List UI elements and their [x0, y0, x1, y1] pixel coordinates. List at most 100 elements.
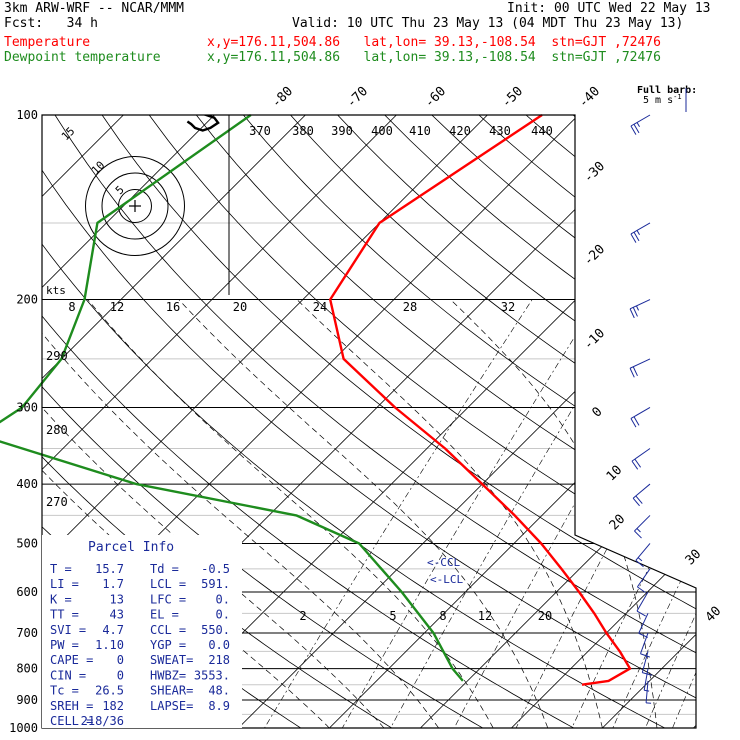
parcel-info-cell: 182 [102, 699, 124, 713]
moist-adiabat [296, 299, 603, 728]
theta-label: 430 [489, 124, 511, 138]
wind-barb-flag [635, 559, 644, 568]
wind-barb-staff [636, 568, 651, 588]
valid-time: Valid: 10 UTC Thu 23 May 13 (04 MDT Thu … [292, 16, 684, 31]
hodograph-ring-label: 5 [113, 183, 127, 197]
isotherm-label: 30 [683, 547, 705, 569]
pressure-tick-label: 800 [16, 662, 38, 676]
parcel-info-cell: CAPE = [50, 653, 93, 667]
wind-barb-staff [629, 358, 651, 369]
parcel-info-cell: 8.9 [208, 699, 230, 713]
wind-barbs [629, 114, 653, 704]
temperature-profile [329, 114, 632, 686]
theta-label: 390 [331, 124, 353, 138]
parcel-info-cell: 15.7 [95, 562, 124, 576]
wind-barb [630, 407, 651, 428]
dry-adiabat [148, 115, 696, 728]
isotherm-label: -10 [581, 326, 608, 353]
parcel-info-cell: CIN = [50, 668, 86, 682]
isotherm [511, 115, 696, 728]
hodograph-units-label: kts [46, 284, 66, 297]
dewpoint-station-info: x,y=176.11,504.86 lat,lon= 39.13,-108.54… [207, 50, 661, 65]
moist-adiabat [42, 299, 439, 728]
wind-barb-flag [640, 653, 651, 658]
mixing-ratio-label: 24 [313, 300, 327, 314]
mixing-ratio-line [716, 300, 740, 729]
mixing-ratio-label: 8 [439, 609, 446, 623]
wind-barb-flag [630, 233, 637, 243]
parcel-info-cell: SVI = [50, 623, 86, 637]
parcel-info-rows: T = 15.7 Td = -0.5 LI = 1.7 LCL = 591. K = 13 LFC … [50, 562, 230, 728]
parcel-info-cell: -0.5 [201, 562, 230, 576]
moist-adiabat [178, 299, 549, 728]
wind-barb-staff [645, 680, 649, 703]
theta-label: 400 [371, 124, 393, 138]
parcel-info-cell: K = [50, 592, 72, 606]
theta-label: 440 [531, 124, 553, 138]
wind-barb-flag [636, 528, 641, 533]
wind-barb-flag [630, 125, 637, 135]
wind-barb-flag [629, 308, 635, 319]
wind-barb [636, 568, 651, 594]
parcel-info-cell: CELL = [50, 714, 93, 728]
isotherm [42, 115, 306, 728]
wind-barb-flag [631, 460, 639, 470]
wind-barb-flag [633, 123, 640, 134]
wind-barb-staff [631, 448, 651, 462]
theta-label: 370 [249, 124, 271, 138]
isotherm-label: -60 [422, 84, 449, 111]
wind-barb [635, 543, 651, 568]
wind-barb-flag [629, 368, 635, 378]
mixing-ratio-label: 8 [68, 300, 75, 314]
lcl-marker: <-LCL [430, 573, 463, 586]
isotherm-label: 20 [607, 512, 629, 534]
parcel-info-cell: TT = [50, 608, 79, 622]
mixing-ratio-label: 16 [166, 300, 180, 314]
mixing-ratio-label: 12 [478, 609, 492, 623]
dry-adiabat [42, 115, 574, 728]
parcel-info-cell: 550. [201, 623, 230, 637]
pressure-tick-label: 900 [16, 693, 38, 707]
parcel-info-cell: YGP = [150, 638, 186, 652]
isotherm [238, 115, 696, 728]
ccl-marker: <-CCL [427, 556, 460, 569]
parcel-info-cell: 0 [117, 668, 124, 682]
wind-barb-flag [633, 231, 640, 242]
isotherm [42, 115, 397, 728]
isotherm [420, 115, 696, 728]
wind-barb [645, 680, 652, 704]
parcel-info-cell: 0.0 [208, 638, 230, 652]
wind-barb-flag [634, 530, 642, 539]
parcel-info-cell: LI = [50, 577, 79, 591]
full-barb-units: 5 m s-1 [643, 93, 682, 106]
theta-label: 380 [292, 124, 314, 138]
wind-barb [631, 448, 651, 470]
hodograph-inset: 5 10 15 [59, 115, 220, 256]
level-annotations: <-CCL <-LCL [427, 556, 463, 586]
dry-adiabat [54, 115, 696, 728]
moist-adiabat [624, 299, 696, 728]
mixing-ratio-label: 20 [538, 609, 552, 623]
dry-adiabat [42, 115, 696, 728]
dry-adiabat [290, 115, 696, 728]
wind-barb [632, 483, 651, 507]
temperature-legend: Temperature [4, 35, 91, 50]
parcel-info-cell: 0. [216, 608, 230, 622]
dry-adiabat [667, 115, 696, 728]
mixing-ratio-line [342, 299, 599, 728]
moist-adiabat [87, 299, 494, 728]
mixing-ratio-label: 5 [389, 609, 396, 623]
dry-adiabat [384, 115, 696, 728]
isotherm [42, 115, 215, 728]
dry-adiabat [337, 115, 696, 728]
wind-barb-flag [635, 495, 643, 504]
sounding-curves [0, 114, 632, 686]
pressure-tick-label: 1000 [9, 721, 38, 735]
dry-adiabat [195, 115, 696, 728]
wind-barb-flag [637, 586, 646, 594]
parcel-info-cell: 0 [117, 653, 124, 667]
parcel-info-cell: 3553. [194, 668, 230, 682]
theta-label: 280 [46, 423, 68, 437]
parcel-info-cell: Tc = [50, 684, 79, 698]
pressure-tick-label: 300 [16, 400, 38, 414]
